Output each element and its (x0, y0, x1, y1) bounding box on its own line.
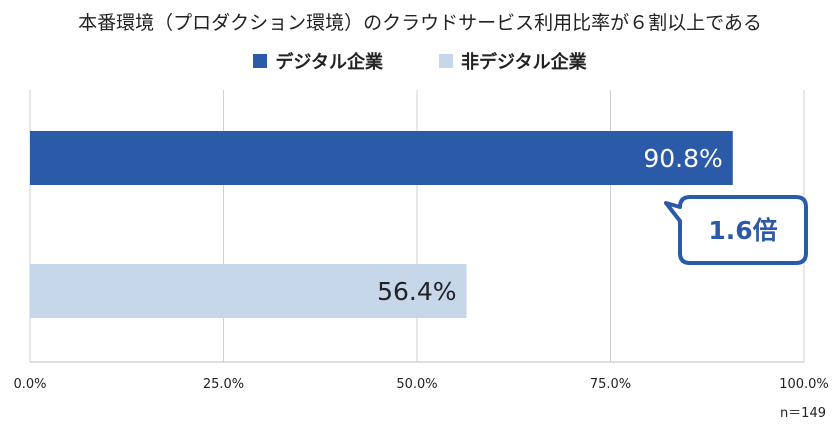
legend-label-non-digital: 非デジタル企業 (461, 52, 587, 73)
legend-item-digital: デジタル企業 (253, 48, 383, 74)
legend-label-digital: デジタル企業 (275, 52, 383, 73)
legend: デジタル企業 非デジタル企業 (0, 48, 840, 74)
tick-label-4: 100.0% (779, 377, 829, 392)
legend-swatch-non-digital (439, 54, 453, 68)
legend-item-non-digital: 非デジタル企業 (439, 48, 587, 74)
bar-0 (30, 131, 733, 185)
legend-swatch-digital (253, 54, 268, 68)
callout-box (664, 195, 808, 265)
data-label-1: 56.4% (377, 277, 456, 306)
tick-label-2: 50.0% (396, 377, 437, 392)
chart-title: 本番環境（プロダクション環境）のクラウドサービス利用比率が６割以上である (78, 12, 762, 34)
data-label-0: 90.8% (643, 144, 722, 173)
tick-label-1: 25.0% (203, 377, 244, 392)
tick-label-0: 0.0% (13, 377, 46, 392)
sample-size-label: n＝149 (779, 406, 826, 421)
callout-text: 1.6倍 (708, 216, 777, 245)
bar-1 (30, 264, 467, 318)
tick-label-3: 75.0% (590, 377, 631, 392)
